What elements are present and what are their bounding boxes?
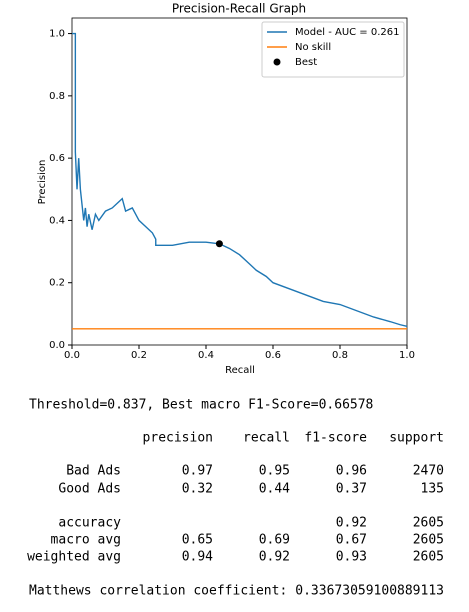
- cell: 2605: [413, 550, 444, 565]
- cell: 0.93: [336, 550, 367, 565]
- x-tick-label: 0.4: [198, 350, 214, 361]
- legend-label: No skill: [295, 42, 331, 53]
- cell: 0.94: [182, 550, 213, 565]
- mcc-label: Matthews correlation coefficient:: [29, 584, 287, 599]
- x-tick-label: 0.0: [64, 350, 80, 361]
- best-point: [215, 240, 223, 248]
- row-label: macro avg: [51, 533, 121, 548]
- cell: 0.65: [182, 533, 213, 548]
- x-tick-label: 0.8: [332, 350, 348, 361]
- y-tick-label: 0.4: [49, 215, 65, 226]
- legend-label: Model - AUC = 0.261: [295, 27, 400, 38]
- cell: 0.92: [259, 550, 290, 565]
- cell: 2470: [413, 464, 444, 479]
- x-tick-label: 1.0: [399, 350, 415, 361]
- mcc-value: 0.33673059100889113: [295, 584, 444, 599]
- y-tick-label: 0.2: [49, 278, 65, 289]
- row-label: Bad Ads: [66, 464, 121, 479]
- cell: 2605: [413, 516, 444, 531]
- cell: 0.32: [182, 482, 213, 497]
- chart-title: Precision-Recall Graph: [172, 2, 306, 16]
- column-header: f1-score: [304, 431, 367, 446]
- y-tick-label: 0.8: [49, 91, 65, 102]
- row-label: Good Ads: [58, 482, 121, 497]
- cell: 0.95: [259, 464, 290, 479]
- y-tick-label: 1.0: [49, 29, 65, 40]
- row-label: accuracy: [58, 516, 121, 531]
- cell: 0.44: [259, 482, 290, 497]
- legend-box: [261, 21, 405, 78]
- threshold-line: Threshold=0.837, Best macro F1-Score=0.6…: [29, 398, 373, 413]
- plot-area: [71, 17, 408, 346]
- x-tick-label: 0.6: [265, 350, 281, 361]
- series-line: [72, 32, 408, 327]
- y-axis-label: Precision: [37, 160, 48, 205]
- column-header: precision: [143, 431, 213, 446]
- cell: 0.69: [259, 533, 290, 548]
- y-tick-label: 0.6: [49, 153, 65, 164]
- cell: 0.92: [336, 516, 367, 531]
- x-axis-label: Recall: [225, 365, 255, 376]
- y-tick-label: 0.0: [49, 340, 65, 351]
- x-tick-label: 0.2: [131, 350, 147, 361]
- cell: 2605: [413, 533, 444, 548]
- cell: 0.37: [336, 482, 367, 497]
- legend-label: Best: [295, 57, 317, 68]
- column-header: support: [389, 431, 444, 446]
- cell: 0.96: [336, 464, 367, 479]
- column-header: recall: [243, 431, 290, 446]
- row-label: weighted avg: [27, 550, 121, 565]
- legend-swatch: [273, 58, 281, 66]
- cell: 135: [421, 482, 444, 497]
- cell: 0.97: [182, 464, 213, 479]
- cell: 0.67: [336, 533, 367, 548]
